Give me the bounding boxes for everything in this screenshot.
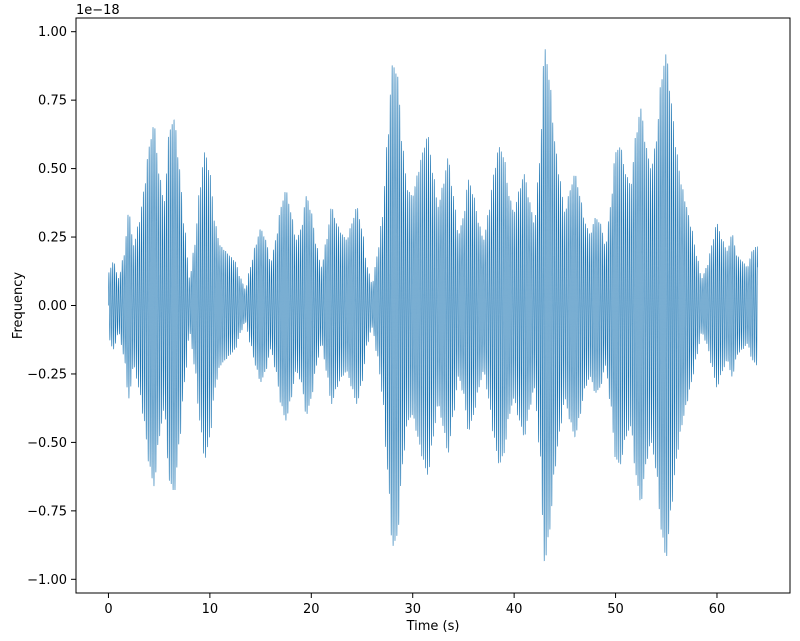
x-tick-label: 20 <box>303 602 320 617</box>
y-tick-label: −1.00 <box>27 573 67 588</box>
y-tick-label: −0.75 <box>27 504 67 519</box>
y-axis-label: Frequency <box>11 272 26 339</box>
x-axis-ticks: 0 10 20 30 40 50 60 <box>104 593 725 617</box>
x-tick-label: 0 <box>104 602 112 617</box>
y-tick-label: 0.50 <box>38 162 67 177</box>
y-axis-ticks: −1.00 −0.75 −0.50 −0.25 0.00 0.25 0.50 0.75 1.00 <box>27 25 76 588</box>
y-tick-label: 0.25 <box>38 231 67 246</box>
y-tick-label: 0.75 <box>38 94 67 109</box>
x-tick-label: 60 <box>709 602 726 617</box>
x-tick-label: 40 <box>506 602 523 617</box>
x-tick-label: 10 <box>202 602 219 617</box>
x-tick-label: 50 <box>607 602 624 617</box>
x-tick-label: 30 <box>404 602 421 617</box>
y-axis-offset-label: 1e−18 <box>76 3 120 18</box>
y-tick-label: −0.25 <box>27 367 67 382</box>
y-tick-label: 1.00 <box>38 25 67 40</box>
series-line <box>108 49 758 562</box>
y-tick-label: 0.00 <box>38 299 67 314</box>
x-axis-label: Time (s) <box>406 619 460 634</box>
series-layer <box>108 49 758 562</box>
y-tick-label: −0.50 <box>27 436 67 451</box>
